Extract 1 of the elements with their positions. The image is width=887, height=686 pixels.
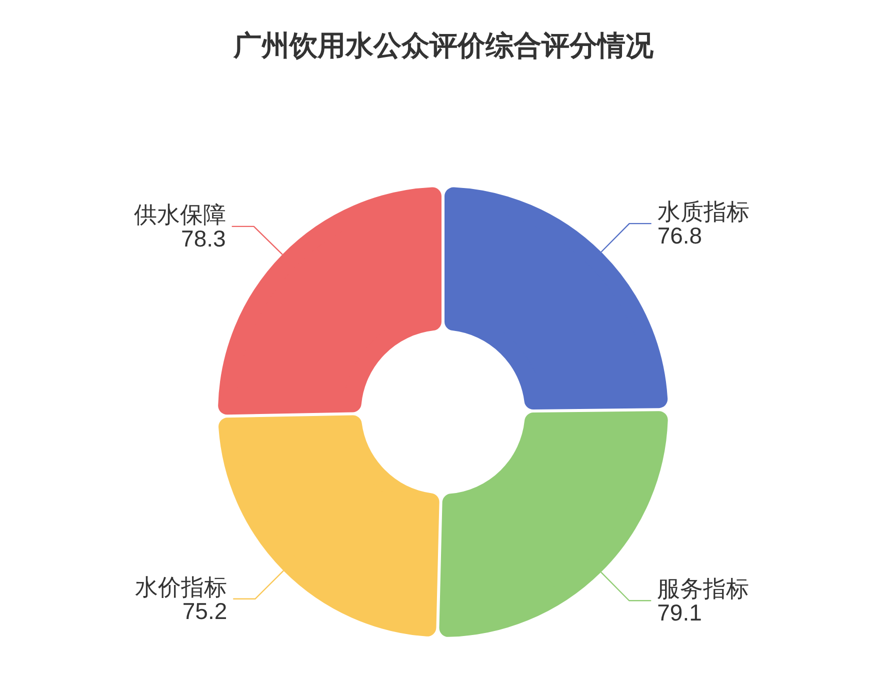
title: 广州饮用水公众评价综合评分情况 (234, 30, 654, 61)
